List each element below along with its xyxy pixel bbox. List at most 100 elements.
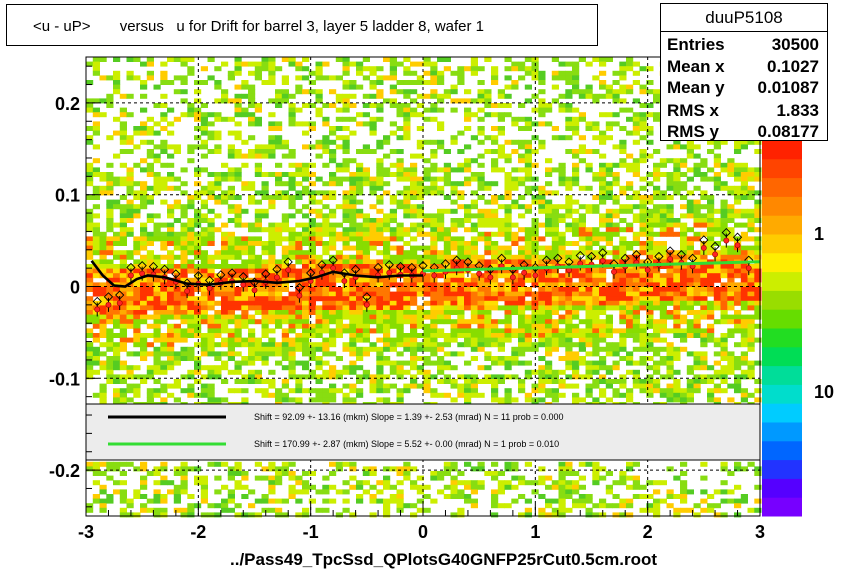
heatmap-cell (646, 236, 654, 242)
heatmap-cell (518, 310, 526, 315)
heatmap-cell (356, 176, 364, 182)
heatmap-cell (551, 236, 559, 242)
heatmap-cell (396, 310, 404, 315)
heatmap-cell (383, 222, 391, 228)
heatmap-cell (720, 213, 728, 219)
heatmap-cell (133, 392, 141, 398)
heatmap-cell (99, 507, 107, 513)
heatmap-cell (558, 291, 566, 297)
heatmap-cell (207, 374, 215, 380)
heatmap-cell (632, 80, 640, 85)
heatmap-cell (491, 494, 499, 499)
heatmap-cell (207, 296, 215, 302)
heatmap-cell (646, 273, 654, 279)
heatmap-cell (200, 374, 208, 380)
heatmap-cell (646, 337, 654, 343)
heatmap-cell (470, 112, 478, 118)
heatmap-cell (612, 328, 620, 334)
heatmap-cell (383, 300, 391, 306)
heatmap-cell (369, 346, 377, 352)
heatmap-cell (261, 208, 269, 214)
heatmap-cell (187, 310, 195, 315)
heatmap-cell (234, 484, 242, 490)
heatmap-cell (720, 296, 728, 302)
heatmap-cell (437, 208, 445, 214)
heatmap-cell (254, 199, 262, 205)
heatmap-cell (349, 484, 357, 490)
heatmap-cell (302, 250, 310, 256)
heatmap-cell (369, 231, 377, 237)
heatmap-cell (234, 66, 242, 72)
heatmap-cell (572, 328, 580, 334)
heatmap-cell (531, 185, 539, 191)
heatmap-cell (396, 231, 404, 237)
heatmap-cell (572, 360, 580, 366)
heatmap-cell (599, 475, 607, 481)
heatmap-cell (457, 250, 465, 256)
heatmap-cell (234, 70, 242, 76)
heatmap-cell (626, 259, 634, 265)
heatmap-cell (720, 374, 728, 380)
heatmap-cell (254, 379, 262, 384)
heatmap-cell (308, 103, 316, 108)
heatmap-cell (383, 356, 391, 361)
heatmap-cell (86, 333, 94, 338)
heatmap-cell (234, 360, 242, 366)
heatmap-cell (315, 153, 323, 159)
heatmap-cell (248, 89, 256, 95)
heatmap-cell (281, 264, 289, 269)
heatmap-cell (281, 153, 289, 159)
heatmap-cell (612, 231, 620, 237)
heatmap-cell (221, 277, 229, 283)
heatmap-cell (666, 360, 674, 366)
heatmap-cell (194, 287, 202, 292)
heatmap-cell (200, 305, 208, 311)
heatmap-cell (113, 57, 121, 62)
heatmap-cell (713, 268, 721, 274)
heatmap-cell (686, 300, 694, 306)
heatmap-cell (302, 346, 310, 352)
heatmap-cell (727, 471, 735, 476)
heatmap-cell (599, 70, 607, 76)
heatmap-cell (504, 245, 512, 251)
heatmap-cell (295, 222, 303, 228)
heatmap-cell (632, 383, 640, 389)
heatmap-cell (140, 296, 148, 302)
heatmap-cell (376, 231, 384, 237)
heatmap-cell (369, 300, 377, 306)
heatmap-cell (713, 222, 721, 228)
heatmap-cell (680, 144, 688, 150)
heatmap-cell (551, 300, 559, 306)
heatmap-cell (504, 139, 512, 145)
heatmap-cell (99, 300, 107, 306)
heatmap-cell (551, 296, 559, 302)
heatmap-cell (275, 507, 283, 513)
heatmap-cell (335, 356, 343, 361)
heatmap-cell (396, 319, 404, 325)
heatmap-cell (396, 264, 404, 269)
heatmap-cell (234, 466, 242, 472)
heatmap-cell (545, 498, 553, 504)
heatmap-cell (720, 300, 728, 306)
heatmap-cell (241, 379, 249, 384)
heatmap-cell (234, 300, 242, 306)
heatmap-cell (558, 75, 566, 81)
heatmap-cell (410, 185, 418, 191)
heatmap-cell (491, 282, 499, 288)
heatmap-cell (713, 139, 721, 145)
heatmap-cell (369, 287, 377, 292)
heatmap-cell (464, 287, 472, 292)
heatmap-cell (356, 70, 364, 76)
heatmap-cell (585, 333, 593, 338)
heatmap-cell (538, 112, 546, 118)
heatmap-cell (693, 213, 701, 219)
heatmap-cell (248, 264, 256, 269)
heatmap-cell (693, 287, 701, 292)
heatmap-cell (470, 291, 478, 297)
heatmap-cell (187, 351, 195, 357)
heatmap-cell (605, 241, 613, 246)
heatmap-cell (464, 66, 472, 72)
heatmap-cell (342, 66, 350, 72)
heatmap-cell (565, 383, 573, 389)
heatmap-cell (599, 93, 607, 99)
